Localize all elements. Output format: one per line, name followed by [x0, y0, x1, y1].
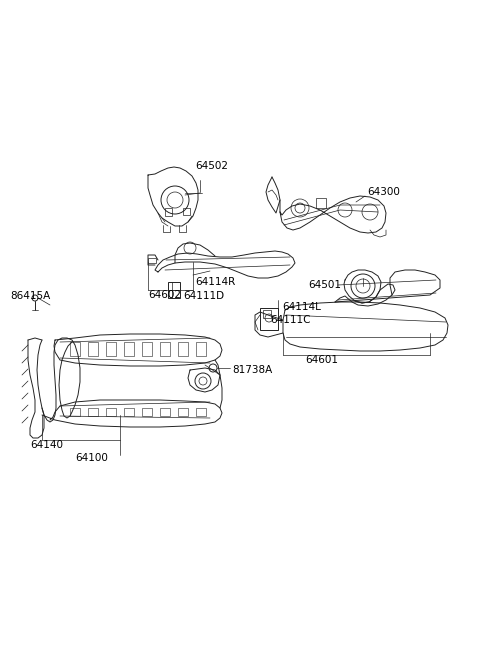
Text: 81738A: 81738A [232, 365, 272, 375]
Text: 64602: 64602 [148, 290, 181, 300]
Bar [183, 208, 190, 215]
Bar [160, 342, 170, 356]
Bar [88, 408, 98, 416]
Bar [160, 408, 170, 416]
Bar [70, 408, 80, 416]
Bar [148, 258, 156, 263]
Text: 64100: 64100 [75, 453, 108, 463]
Text: 64114L: 64114L [282, 302, 321, 312]
Bar [196, 408, 206, 416]
Text: 64114R: 64114R [195, 277, 235, 287]
Bar [178, 408, 188, 416]
Bar [70, 342, 80, 356]
Text: 64601: 64601 [305, 355, 338, 365]
Bar [124, 408, 134, 416]
Bar [196, 342, 206, 356]
Bar [106, 342, 116, 356]
Text: 64111D: 64111D [183, 291, 224, 301]
Text: 64140: 64140 [30, 440, 63, 450]
Bar [260, 308, 278, 330]
Bar [168, 282, 180, 298]
Bar [316, 198, 326, 208]
Bar [88, 342, 98, 356]
Text: 86415A: 86415A [10, 291, 50, 301]
Bar [165, 208, 172, 216]
Text: 64502: 64502 [195, 161, 228, 171]
Bar [142, 408, 152, 416]
Bar [106, 408, 116, 416]
Bar [263, 310, 271, 318]
Text: 64111C: 64111C [270, 315, 311, 325]
Text: 64300: 64300 [367, 187, 400, 197]
Bar [124, 342, 134, 356]
Text: 64501: 64501 [308, 280, 341, 290]
Bar [142, 342, 152, 356]
Bar [178, 342, 188, 356]
